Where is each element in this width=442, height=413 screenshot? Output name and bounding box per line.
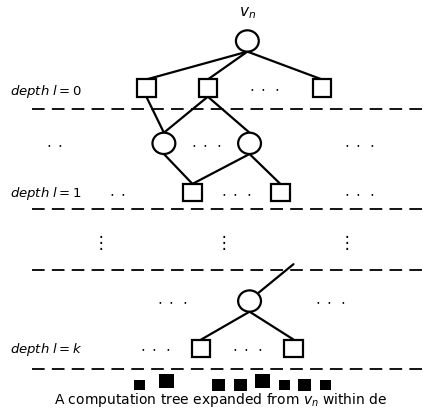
Bar (192, 340, 210, 357)
Bar (159, 375, 174, 388)
Bar (313, 80, 331, 97)
Text: $\cdot\;\cdot\;\cdot$: $\cdot\;\cdot\;\cdot$ (344, 137, 375, 152)
Text: $\cdot\;\cdot\;\cdot$: $\cdot\;\cdot\;\cdot$ (315, 294, 346, 309)
Text: $depth\;l=0$: $depth\;l=0$ (10, 83, 82, 100)
Text: $\cdot\;\cdot$: $\cdot\;\cdot$ (46, 137, 62, 152)
Circle shape (238, 133, 261, 154)
Text: $v_n$: $v_n$ (239, 5, 256, 21)
Text: $\vdots$: $\vdots$ (339, 233, 350, 252)
Text: $\cdot\;\cdot\;\cdot$: $\cdot\;\cdot\;\cdot$ (221, 185, 252, 201)
Bar (134, 380, 145, 390)
Text: A computation tree expanded from $v_n$ within de: A computation tree expanded from $v_n$ w… (54, 389, 388, 408)
Circle shape (236, 31, 259, 52)
Text: $\cdot\;\cdot\;\cdot$: $\cdot\;\cdot\;\cdot$ (232, 341, 263, 356)
Bar (271, 185, 290, 202)
Text: $\cdot\;\cdot\;\cdot$: $\cdot\;\cdot\;\cdot$ (344, 185, 375, 201)
Bar (234, 379, 248, 391)
Bar (183, 185, 202, 202)
Bar (284, 340, 303, 357)
Bar (255, 375, 270, 388)
Text: $depth\;l=1$: $depth\;l=1$ (10, 185, 81, 202)
Text: $\cdot\;\cdot\;\cdot$: $\cdot\;\cdot\;\cdot$ (249, 81, 280, 96)
Circle shape (238, 291, 261, 312)
Text: $\vdots$: $\vdots$ (215, 233, 227, 252)
Bar (137, 80, 156, 97)
Text: $\cdot\;\cdot\;\cdot$: $\cdot\;\cdot\;\cdot$ (157, 294, 188, 309)
Text: $depth\;l=k$: $depth\;l=k$ (10, 340, 82, 357)
Bar (198, 80, 217, 97)
Bar (320, 380, 331, 390)
Text: $\cdot\;\cdot\;\cdot$: $\cdot\;\cdot\;\cdot$ (140, 341, 171, 356)
Text: $\cdot\;\cdot$: $\cdot\;\cdot$ (110, 185, 126, 201)
Bar (298, 379, 311, 391)
Circle shape (152, 133, 175, 154)
Bar (212, 379, 225, 391)
Text: $\vdots$: $\vdots$ (92, 233, 103, 252)
Bar (279, 380, 290, 390)
Text: $\cdot\;\cdot\;\cdot$: $\cdot\;\cdot\;\cdot$ (191, 137, 222, 152)
